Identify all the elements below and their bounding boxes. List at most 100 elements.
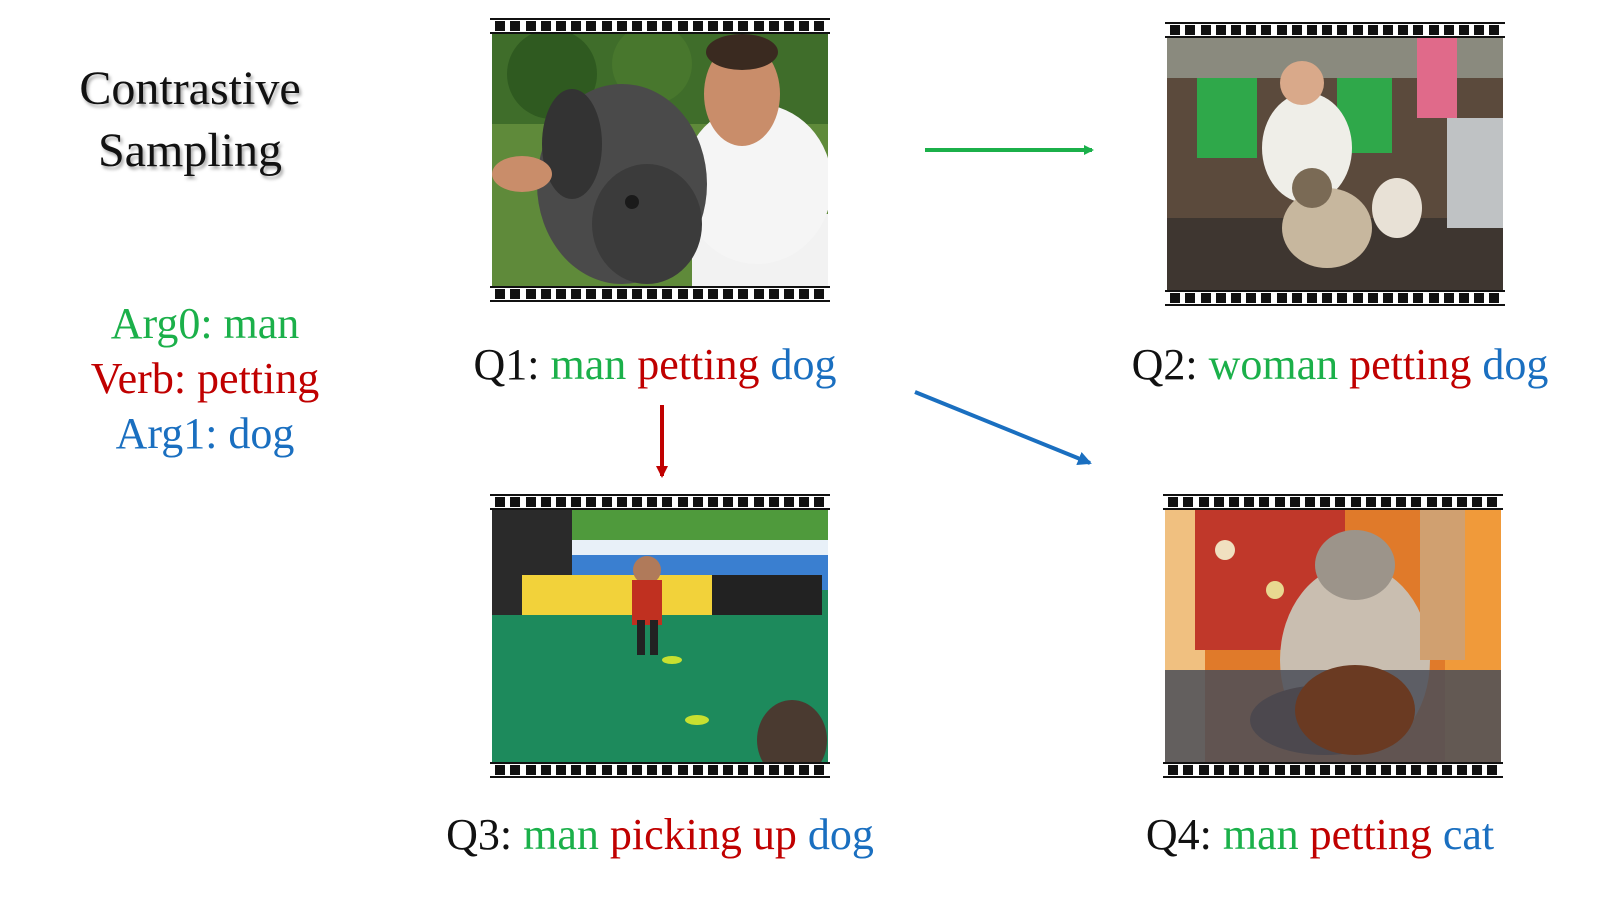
film-perforation <box>1489 293 1500 303</box>
query-arg0: man <box>1222 810 1299 859</box>
film-strip-bottom <box>490 762 830 778</box>
film-perforation <box>601 765 612 775</box>
film-perforation <box>768 497 779 507</box>
film-strip-bottom <box>1165 290 1505 306</box>
film-perforation <box>692 21 703 31</box>
film-perforation <box>799 765 810 775</box>
film-perforation <box>586 765 597 775</box>
film-perforation <box>1487 497 1498 507</box>
film-perforation <box>1337 25 1348 35</box>
film-perforation <box>1200 293 1211 303</box>
video-thumbnail-woman-dog <box>1167 38 1503 290</box>
query-arg0: man <box>523 810 599 859</box>
film-perforation <box>1365 765 1376 775</box>
film-perforation <box>1411 765 1422 775</box>
film-perforation <box>753 497 764 507</box>
film-perforation <box>1305 765 1316 775</box>
film-perforation <box>1472 497 1483 507</box>
film-perforation <box>1443 25 1454 35</box>
query-id: Q4: <box>1145 810 1212 859</box>
film-perforation <box>677 21 688 31</box>
film-perforation <box>1487 765 1498 775</box>
film-perforation <box>814 21 825 31</box>
film-perforation <box>571 497 582 507</box>
film-perforation <box>586 21 597 31</box>
film-perforation <box>510 497 521 507</box>
film-perforation <box>1411 497 1422 507</box>
film-perforation <box>708 21 719 31</box>
film-perforation <box>1489 25 1500 35</box>
title-line-1: Contrastive <box>79 62 301 115</box>
film-perforation <box>1170 25 1181 35</box>
film-perforation <box>1352 25 1363 35</box>
film-perforation <box>723 497 734 507</box>
film-perforation <box>1426 497 1437 507</box>
film-strip-bottom <box>490 286 830 302</box>
film-perforation <box>647 497 658 507</box>
film-perforation <box>1198 765 1209 775</box>
caption-q2: Q2: woman petting dog <box>1100 340 1580 390</box>
film-perforation <box>1428 293 1439 303</box>
film-perforation <box>601 289 612 299</box>
video-frame-q3 <box>490 494 830 778</box>
film-perforation <box>647 289 658 299</box>
film-perforation <box>784 497 795 507</box>
film-perforation <box>1413 293 1424 303</box>
film-strip-top <box>1163 494 1503 510</box>
film-perforation <box>1367 293 1378 303</box>
film-strip-top <box>490 18 830 34</box>
film-perforation <box>1307 25 1318 35</box>
film-perforation <box>540 21 551 31</box>
film-perforation <box>1337 293 1348 303</box>
film-perforation <box>784 765 795 775</box>
caption-q4: Q4: man petting cat <box>1110 810 1530 860</box>
film-perforation <box>525 765 536 775</box>
film-perforation <box>1213 765 1224 775</box>
film-perforation <box>1229 765 1240 775</box>
film-perforation <box>1246 25 1257 35</box>
film-perforation <box>662 765 673 775</box>
film-strip-bottom <box>1163 762 1503 778</box>
film-perforation <box>814 289 825 299</box>
film-perforation <box>1459 25 1470 35</box>
film-perforation <box>723 289 734 299</box>
film-perforation <box>632 289 643 299</box>
film-perforation <box>753 289 764 299</box>
film-perforation <box>1289 497 1300 507</box>
film-perforation <box>1276 293 1287 303</box>
film-perforation <box>1441 497 1452 507</box>
film-perforation <box>1322 293 1333 303</box>
film-strip-top <box>490 494 830 510</box>
query-id: Q3: <box>446 810 513 859</box>
film-perforation <box>768 21 779 31</box>
film-perforation <box>677 289 688 299</box>
srl-verb: Verb: petting <box>90 354 320 403</box>
query-arg1: dog <box>807 810 874 859</box>
film-perforation <box>601 497 612 507</box>
film-perforation <box>1231 25 1242 35</box>
film-perforation <box>1259 497 1270 507</box>
film-perforation <box>784 21 795 31</box>
film-perforation <box>647 765 658 775</box>
film-perforation <box>677 497 688 507</box>
query-id: Q2: <box>1131 340 1198 389</box>
film-perforation <box>1413 25 1424 35</box>
film-perforation <box>1185 293 1196 303</box>
film-perforation <box>586 289 597 299</box>
film-perforation <box>1276 25 1287 35</box>
film-perforation <box>799 497 810 507</box>
film-perforation <box>799 289 810 299</box>
query-arg0: man <box>550 340 627 389</box>
film-perforation <box>1367 25 1378 35</box>
video-thumbnail-man-cat <box>1165 510 1501 762</box>
film-perforation <box>1198 497 1209 507</box>
film-perforation <box>1350 497 1361 507</box>
film-perforation <box>1274 497 1285 507</box>
arrow-q1-to-q4 <box>914 390 1092 465</box>
film-perforation <box>1244 765 1255 775</box>
film-perforation <box>768 289 779 299</box>
query-verb: petting <box>1349 340 1472 389</box>
film-strip-top <box>1165 22 1505 38</box>
film-perforation <box>1335 497 1346 507</box>
